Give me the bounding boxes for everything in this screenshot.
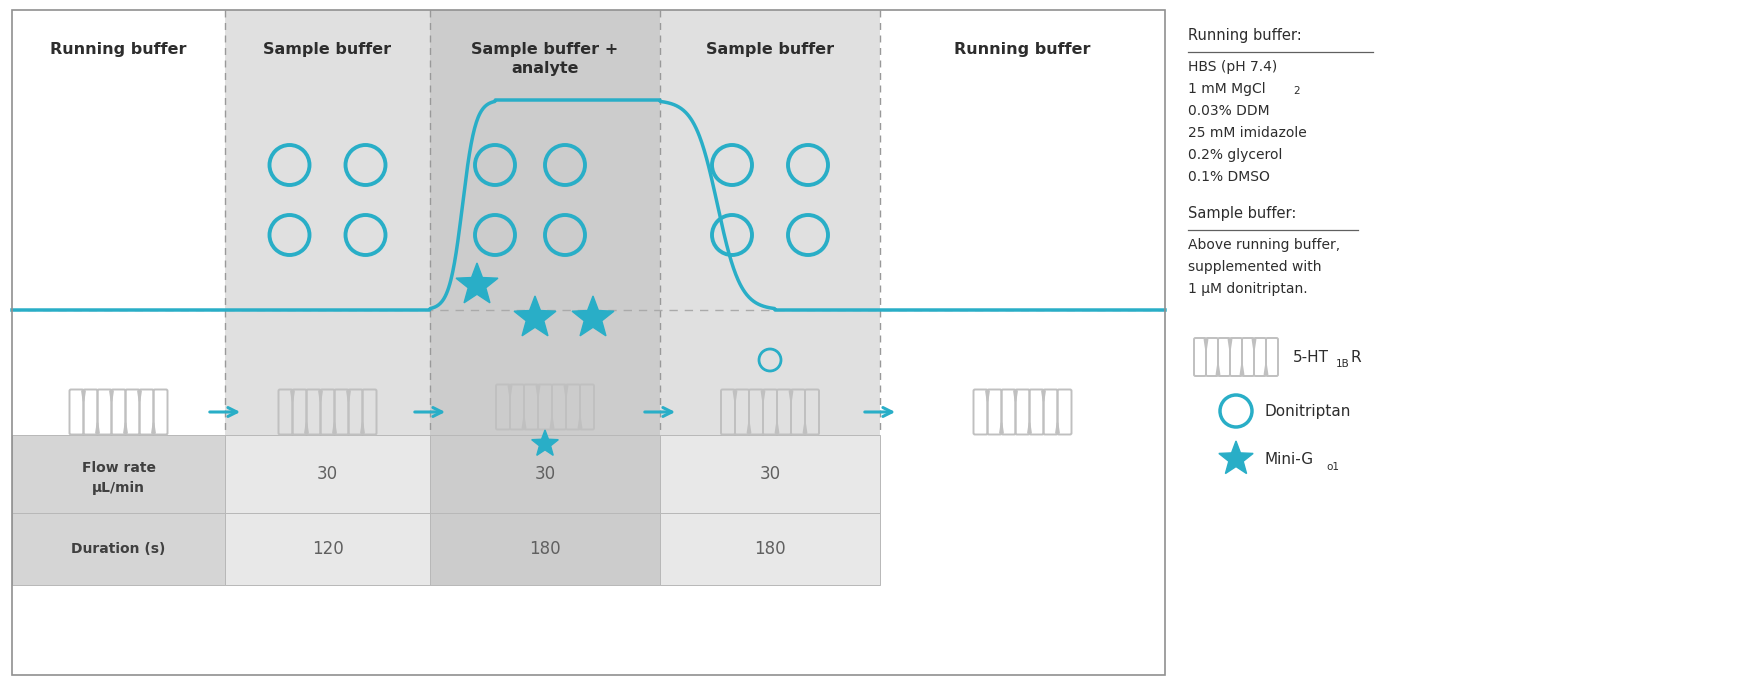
Text: 1 mM MgCl: 1 mM MgCl — [1188, 82, 1265, 96]
Text: R: R — [1351, 349, 1361, 364]
Text: 120: 120 — [312, 540, 343, 558]
Text: o1: o1 — [1326, 462, 1339, 472]
Polygon shape — [1219, 441, 1253, 473]
Text: 180: 180 — [529, 540, 561, 558]
Text: Mini-G: Mini-G — [1263, 451, 1314, 466]
Text: Running buffer: Running buffer — [955, 42, 1091, 57]
Text: Sample buffer: Sample buffer — [706, 42, 834, 57]
Bar — [880, 10, 1165, 430]
Polygon shape — [513, 296, 555, 336]
Bar — [429, 390, 661, 450]
Text: 0.1% DMSO: 0.1% DMSO — [1188, 170, 1270, 184]
Text: Sample buffer:: Sample buffer: — [1188, 206, 1296, 221]
Text: supplemented with: supplemented with — [1188, 260, 1321, 274]
Bar — [880, 390, 1165, 450]
Text: 30: 30 — [317, 465, 338, 483]
Bar — [661, 10, 880, 430]
Polygon shape — [573, 296, 613, 336]
Bar — [224, 10, 429, 430]
Text: 1B: 1B — [1337, 359, 1349, 369]
Bar — [224, 435, 429, 513]
Polygon shape — [456, 263, 498, 303]
Text: 30: 30 — [759, 465, 781, 483]
Text: Sample buffer +
analyte: Sample buffer + analyte — [471, 42, 618, 75]
Text: Donitriptan: Donitriptan — [1263, 403, 1351, 419]
Text: Duration (s): Duration (s) — [72, 542, 166, 556]
Text: 5-HT: 5-HT — [1293, 349, 1330, 364]
Text: Flow rate: Flow rate — [82, 461, 156, 475]
Text: Running buffer:: Running buffer: — [1188, 28, 1302, 43]
Bar — [224, 513, 429, 585]
Text: HBS (pH 7.4): HBS (pH 7.4) — [1188, 60, 1277, 74]
Bar — [661, 435, 880, 513]
Text: 0.03% DDM: 0.03% DDM — [1188, 104, 1270, 118]
Bar — [661, 390, 880, 450]
Text: 30: 30 — [534, 465, 555, 483]
Text: Above running buffer,: Above running buffer, — [1188, 238, 1340, 252]
Text: 1 μM donitriptan.: 1 μM donitriptan. — [1188, 282, 1307, 296]
Bar — [429, 435, 661, 513]
Text: µL/min: µL/min — [93, 481, 145, 495]
Bar — [12, 390, 224, 450]
Bar — [12, 10, 224, 430]
Bar — [429, 10, 661, 430]
Text: Running buffer: Running buffer — [51, 42, 187, 57]
Bar — [12, 390, 1165, 450]
Text: 180: 180 — [753, 540, 787, 558]
Bar — [12, 513, 224, 585]
Bar — [224, 390, 429, 450]
Text: 25 mM imidazole: 25 mM imidazole — [1188, 126, 1307, 140]
Text: 0.2% glycerol: 0.2% glycerol — [1188, 148, 1282, 162]
Text: Sample buffer: Sample buffer — [263, 42, 391, 57]
Bar — [661, 513, 880, 585]
Polygon shape — [531, 430, 559, 456]
Bar — [12, 435, 224, 513]
Bar — [12, 10, 1165, 675]
Text: 2: 2 — [1293, 86, 1300, 96]
Bar — [429, 513, 661, 585]
